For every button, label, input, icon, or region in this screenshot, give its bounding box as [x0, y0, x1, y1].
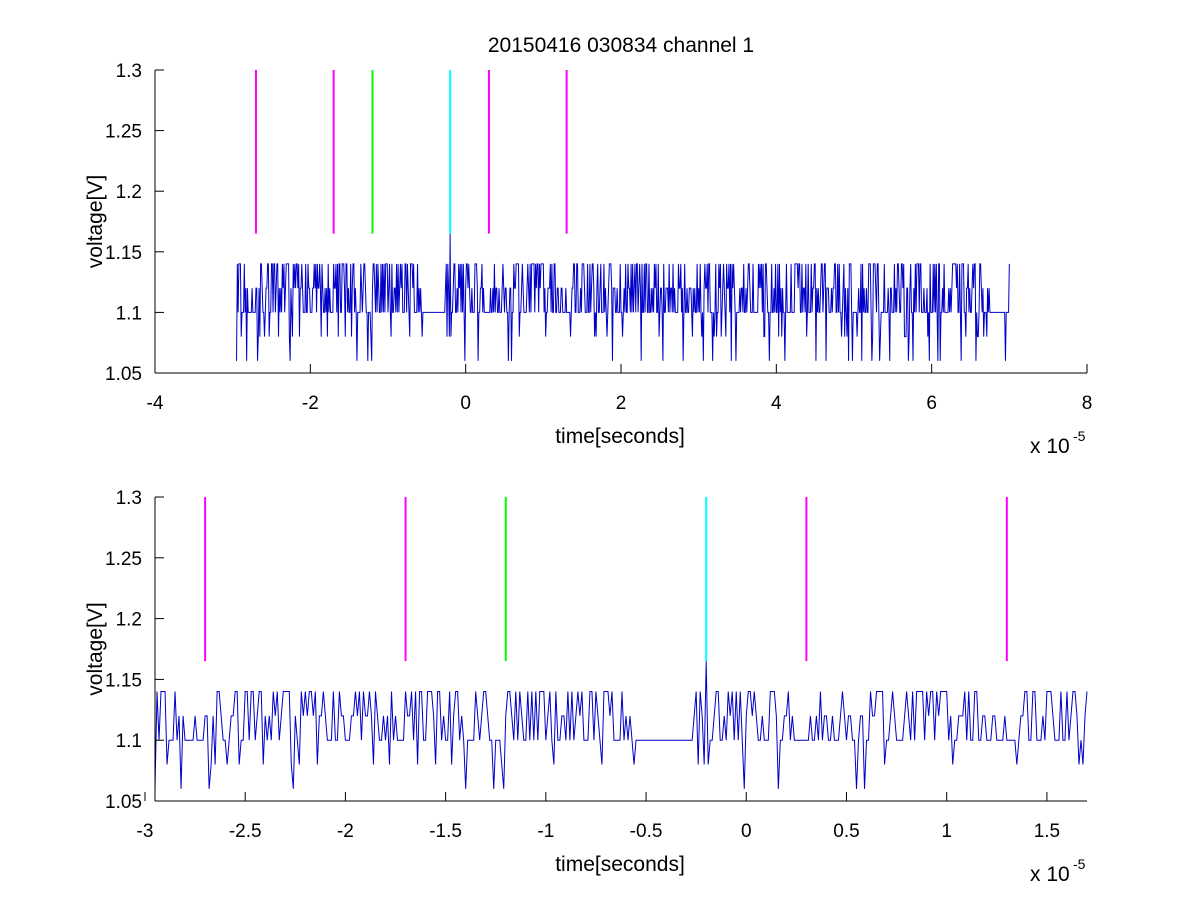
x-tick-label: 8: [1082, 393, 1093, 414]
x-tick-label: -1.5: [429, 821, 462, 842]
x-tick-label: -2: [337, 821, 354, 842]
top-axes: 1.05 1.1 1.15 1.2 1.25 1.3 -4 -2 0 2 4 6 8 time[secon…: [84, 34, 1092, 458]
x-axis-multiplier: x 10: [1030, 435, 1070, 458]
x-axis-exponent: -5: [1073, 856, 1086, 872]
x-tick-label: -0.5: [630, 821, 663, 842]
x-tick-label: -1: [537, 821, 554, 842]
bottom-axes: 1.05 1.1 1.15 1.2 1.25 1.3 -3 -2.5 -2 -1.5 -1 -0.5 0…: [84, 488, 1088, 886]
signal-trace: [154, 661, 1088, 789]
y-tick-label: 1.3: [116, 61, 142, 82]
y-tick-label: 1.05: [105, 792, 142, 813]
x-tick-label: -2: [302, 393, 319, 414]
x-axis-exponent: -5: [1073, 428, 1086, 444]
y-tick-label: 1.2: [116, 610, 142, 631]
x-tick-label: 1: [941, 821, 952, 842]
x-tick-label: 4: [771, 393, 782, 414]
x-axis-multiplier: x 10: [1030, 863, 1070, 886]
y-tick-label: 1.15: [105, 243, 142, 264]
y-axis-label: voltage[V]: [84, 175, 107, 268]
y-tick-label: 1.15: [105, 670, 142, 691]
y-axis-label: voltage[V]: [84, 602, 107, 695]
x-axis-label: time[seconds]: [555, 853, 685, 876]
x-tick-label: 1.5: [1034, 821, 1060, 842]
x-axis-label: time[seconds]: [555, 425, 685, 448]
x-tick-label: -2.5: [229, 821, 262, 842]
signal-trace: [236, 233, 1010, 361]
x-tick-label: 2: [616, 393, 627, 414]
y-tick-label: 1.25: [105, 122, 142, 143]
chart-title: 20150416 030834 channel 1: [488, 34, 754, 57]
y-tick-label: 1.05: [105, 364, 142, 385]
x-tick-label: -4: [147, 393, 164, 414]
y-tick-label: 1.1: [116, 731, 142, 752]
y-tick-label: 1.2: [116, 182, 142, 203]
y-tick-label: 1.25: [105, 549, 142, 570]
x-tick-label: 0.5: [833, 821, 859, 842]
x-tick-label: -3: [137, 821, 154, 842]
y-tick-label: 1.1: [116, 303, 142, 324]
x-tick-label: 0: [741, 821, 752, 842]
x-tick-label: 6: [926, 393, 937, 414]
x-tick-label: 0: [460, 393, 471, 414]
y-tick-label: 1.3: [116, 488, 142, 509]
